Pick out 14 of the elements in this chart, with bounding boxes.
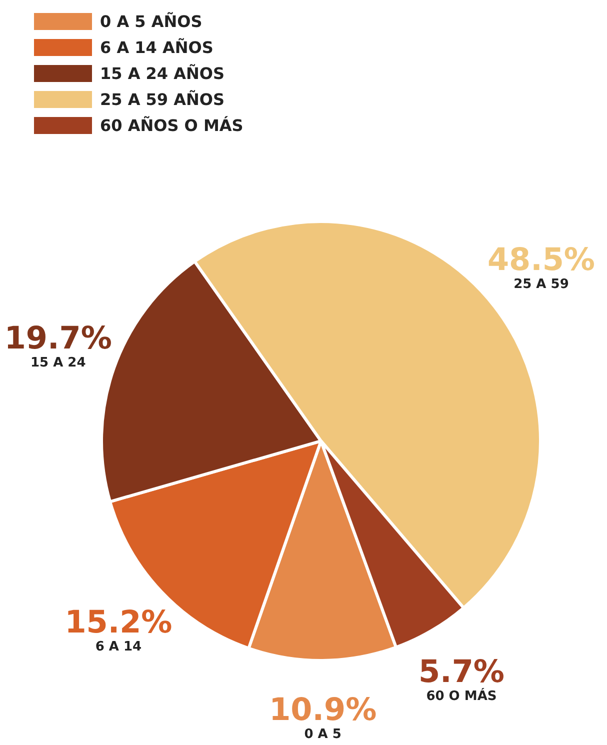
legend-label: 60 AÑOS O MÁS — [100, 116, 244, 134]
data-label: 15.2% — [64, 604, 172, 641]
data-label: 19.7% — [4, 320, 112, 356]
legend-label: 0 A 5 AÑOS — [100, 12, 202, 30]
data-label: 10.9% — [269, 692, 377, 728]
text: 15 A 24 — [30, 355, 86, 370]
legend-label: 15 A 24 AÑOS — [100, 64, 225, 82]
text: 25 A 59 — [514, 277, 569, 292]
legend-label: 25 A 59 AÑOS — [100, 90, 225, 108]
text: 0 A 5 — [304, 726, 342, 742]
text: 6 A 14 — [95, 640, 142, 655]
text: 60 O MÁS — [426, 688, 497, 704]
legend-label: 6 A 14 AÑOS — [100, 38, 214, 56]
data-label: 48.5% — [487, 242, 595, 278]
